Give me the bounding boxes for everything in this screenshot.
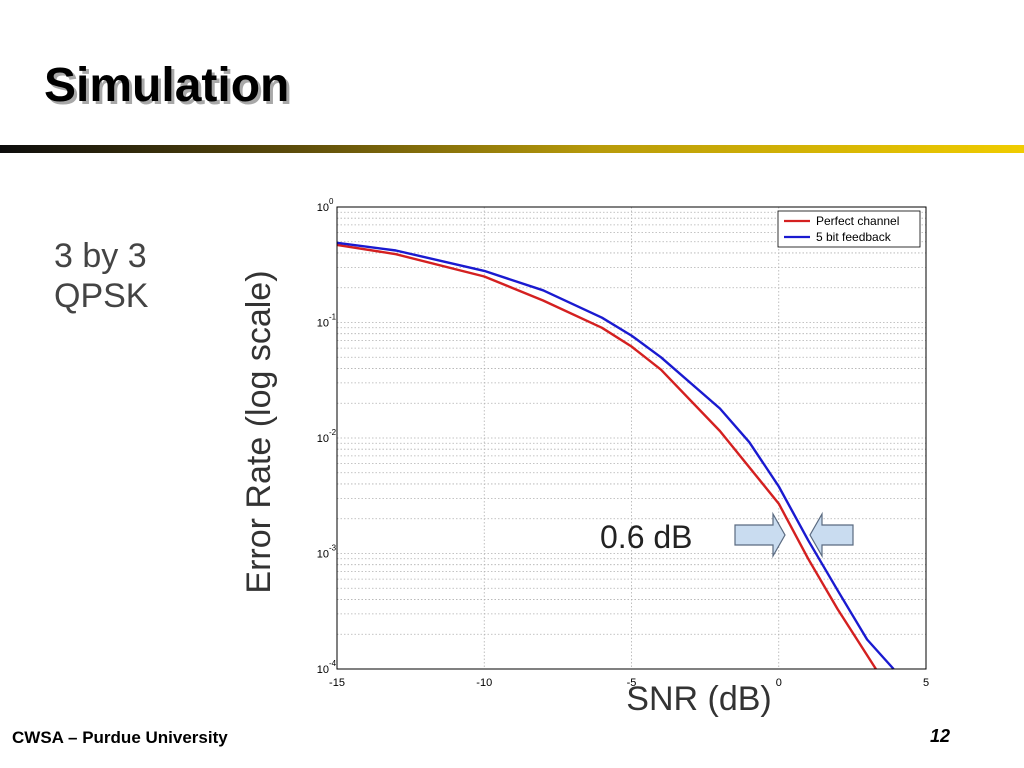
y-tick-exponent: -3 [329, 544, 337, 553]
y-axis-title: Error Rate (log scale) [240, 270, 278, 593]
title-divider [0, 145, 1024, 153]
y-tick-exponent: -4 [329, 659, 337, 668]
slide-title: Simulation [44, 59, 290, 112]
side-text-line-2: QPSK [54, 277, 149, 315]
page-number: 12 [930, 726, 951, 746]
right-pointing-arrow-icon [734, 511, 786, 559]
y-tick-label: 10 [317, 433, 329, 445]
legend-label-5-bit-feedback: 5 bit feedback [816, 230, 892, 244]
x-tick-label: 5 [923, 677, 929, 689]
y-tick-label: 10 [317, 202, 329, 214]
x-axis-title: SNR (dB) [626, 680, 771, 718]
footer-organization: CWSA – Purdue University [12, 728, 228, 747]
legend-box [777, 210, 921, 248]
y-tick-label: 10 [317, 318, 329, 330]
x-tick-label: -10 [476, 677, 492, 689]
x-tick-label: 0 [776, 677, 782, 689]
x-tick-label: -15 [329, 677, 345, 689]
annotation-gap-label: 0.6 dB [600, 519, 693, 555]
legend: Perfect channel 5 bit feedback [777, 210, 921, 248]
series-layer [336, 241, 895, 670]
legend-label-perfect-channel: Perfect channel [816, 214, 899, 228]
side-text: 3 by 3 QPSK [54, 236, 148, 316]
y-tick-exponent: 0 [329, 197, 334, 206]
series-line-perfect-channel [336, 243, 877, 670]
grid-lines [337, 207, 926, 669]
series-line-5-bit-feedback [336, 241, 895, 670]
y-tick-label: 10 [317, 549, 329, 561]
x-tick-labels: -15 -10 -5 0 5 [329, 677, 929, 689]
side-text-line-1: 3 by 3 [54, 237, 147, 275]
left-pointing-arrow-icon [809, 511, 854, 559]
plot-frame [336, 206, 927, 670]
y-tick-exponent: -1 [329, 313, 337, 322]
y-tick-exponent: -2 [329, 428, 337, 437]
x-tick-label: -5 [627, 677, 637, 689]
y-tick-label: 10 [317, 664, 329, 676]
